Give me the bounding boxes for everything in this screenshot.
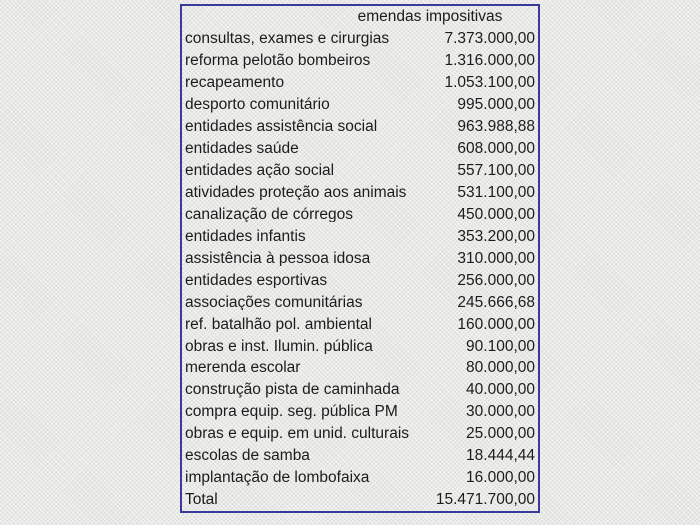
- table-row: reforma pelotão bombeiros 1.316.000,00: [182, 50, 538, 72]
- row-label: obras e equip. em unid. culturais: [185, 426, 410, 442]
- row-value: 16.000,00: [466, 469, 535, 487]
- row-label: assistência à pessoa idosa: [185, 250, 371, 267]
- table-row: consultas, exames e cirurgias 7.373.000,…: [182, 28, 538, 50]
- row-value: 30.000,00: [466, 403, 535, 421]
- table-row: atividades proteção aos animais 531.100,…: [182, 182, 538, 204]
- row-value: 15.471.700,00: [435, 491, 535, 509]
- row-label: associações comunitárias: [185, 294, 363, 311]
- table-row: desporto comunitário 995.000,00: [182, 94, 538, 116]
- table-row: escolas de samba 18.444,44: [182, 445, 538, 467]
- row-label: entidades esportivas: [185, 272, 328, 289]
- table-row: ref. batalhão pol. ambiental 160.000,00: [182, 313, 538, 335]
- table-row: entidades assistência social 963.988,88: [182, 116, 538, 138]
- row-value: 353.200,00: [457, 227, 535, 245]
- row-label: construção pista de caminhada: [185, 382, 400, 398]
- table-title: emendas impositivas: [357, 8, 503, 26]
- row-label: atividades proteção aos animais: [185, 184, 407, 201]
- row-label: escolas de samba: [185, 448, 310, 464]
- row-value: 160.000,00: [457, 315, 535, 333]
- row-value: 531.100,00: [457, 183, 535, 201]
- row-label: entidades saúde: [185, 140, 299, 157]
- row-value: 1.053.100,00: [444, 74, 535, 92]
- row-value: 90.100,00: [466, 337, 535, 355]
- table-row: merenda escolar 80.000,00: [182, 357, 538, 379]
- row-label: ref. batalhão pol. ambiental: [185, 316, 372, 333]
- row-label: entidades ação social: [185, 162, 335, 179]
- table-row: compra equip. seg. pública PM 30.000,00: [182, 401, 538, 423]
- row-value: 40.000,00: [466, 381, 535, 399]
- table-row: entidades infantis 353.200,00: [182, 226, 538, 248]
- row-value: 557.100,00: [457, 161, 535, 179]
- row-value: 245.666,68: [457, 293, 535, 311]
- table-row: associações comunitárias 245.666,68: [182, 291, 538, 313]
- row-label: entidades infantis: [185, 228, 306, 245]
- row-value: 995.000,00: [457, 96, 535, 114]
- row-value: 256.000,00: [457, 271, 535, 289]
- row-value: 25.000,00: [466, 425, 535, 443]
- table-row: entidades saúde 608.000,00: [182, 138, 538, 160]
- table-row: entidades esportivas 256.000,00: [182, 269, 538, 291]
- row-label: obras e inst. Ilumin. pública: [185, 338, 373, 355]
- row-value: 1.316.000,00: [444, 52, 535, 70]
- row-label: canalização de córregos: [185, 206, 354, 223]
- row-value: 450.000,00: [457, 205, 535, 223]
- row-label: Total: [185, 492, 218, 508]
- table-header-row: emendas impositivas: [182, 6, 538, 28]
- table-row: assistência à pessoa idosa 310.000,00: [182, 247, 538, 269]
- row-value: 7.373.000,00: [444, 30, 535, 48]
- table-row: recapeamento 1.053.100,00: [182, 72, 538, 94]
- table-row: implantação de lombofaixa 16.000,00: [182, 467, 538, 489]
- budget-table: emendas impositivas consultas, exames e …: [180, 4, 540, 513]
- table-row: obras e inst. Ilumin. pública 90.100,00: [182, 335, 538, 357]
- row-label: desporto comunitário: [185, 97, 330, 113]
- table-row: canalização de córregos 450.000,00: [182, 204, 538, 226]
- row-label: entidades assistência social: [185, 118, 378, 135]
- row-label: compra equip. seg. pública PM: [185, 404, 398, 420]
- row-value: 18.444,44: [466, 447, 535, 465]
- row-label: consultas, exames e cirurgias: [185, 31, 390, 47]
- row-value: 963.988,88: [457, 117, 535, 135]
- row-value: 310.000,00: [457, 249, 535, 267]
- row-label: recapeamento: [185, 75, 285, 91]
- row-value: 608.000,00: [457, 139, 535, 157]
- table-row: entidades ação social 557.100,00: [182, 160, 538, 182]
- table-row: construção pista de caminhada 40.000,00: [182, 379, 538, 401]
- row-value: 80.000,00: [466, 359, 535, 377]
- row-label: merenda escolar: [185, 360, 301, 376]
- row-label: reforma pelotão bombeiros: [185, 53, 371, 69]
- table-row: obras e equip. em unid. culturais 25.000…: [182, 423, 538, 445]
- table-row: Total 15.471.700,00: [182, 489, 538, 511]
- row-label: implantação de lombofaixa: [185, 470, 370, 486]
